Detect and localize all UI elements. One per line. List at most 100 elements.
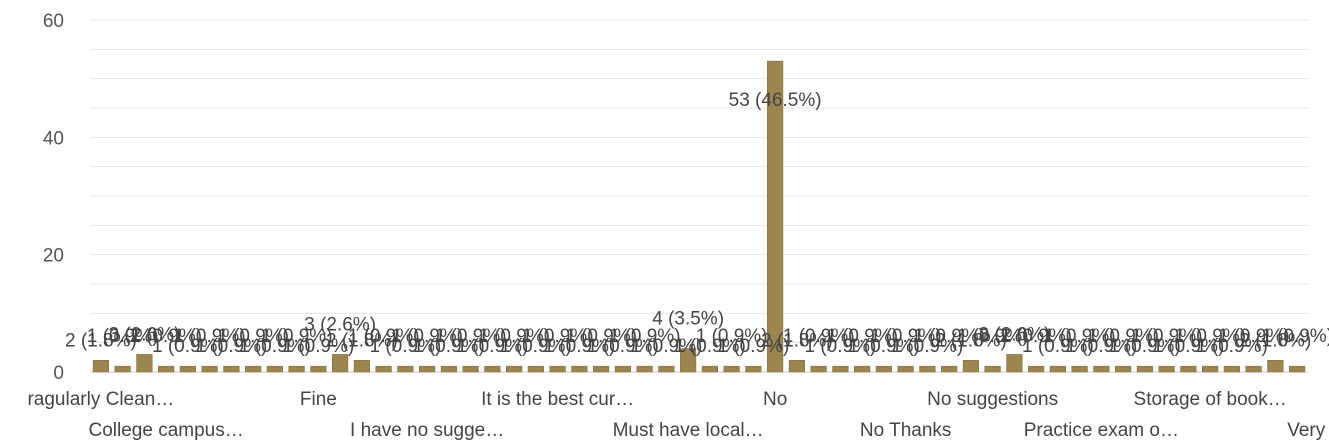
bar bbox=[92, 360, 109, 373]
data-label: 1 (0.9%) bbox=[543, 336, 615, 357]
x-tick-label: No bbox=[763, 389, 787, 410]
data-label: 1 (0.9%) bbox=[522, 326, 594, 347]
bar bbox=[636, 365, 653, 373]
data-label: 1 (0.9%) bbox=[1218, 326, 1290, 347]
x-tick-label: ragularly Clean… bbox=[27, 389, 174, 410]
bar bbox=[701, 365, 718, 373]
bar bbox=[440, 365, 457, 373]
data-label: 1 (0.9%) bbox=[239, 336, 311, 357]
data-label: 1 (0.9%) bbox=[826, 326, 898, 347]
x-tick-label: No Thanks bbox=[860, 420, 952, 441]
data-label: 1 (0.9%) bbox=[587, 336, 659, 357]
x-tick-label: I have no sugge… bbox=[350, 420, 504, 441]
bar bbox=[266, 365, 283, 373]
data-label: 1 (0.9%) bbox=[195, 336, 267, 357]
data-label: 1 (0.9%) bbox=[500, 336, 572, 357]
data-label: 1 (0.9%) bbox=[348, 326, 420, 347]
x-axis-labels: ragularly Clean… College campus… Fine I hav… bbox=[27, 389, 1329, 441]
bar bbox=[854, 365, 871, 373]
data-label: 1 (0.9%) bbox=[174, 326, 246, 347]
bar bbox=[462, 365, 479, 373]
data-label: 1 (0.9%) bbox=[1261, 326, 1329, 347]
data-label: 1 (0.9%) bbox=[891, 336, 963, 357]
bar bbox=[1289, 365, 1306, 373]
data-label: 1 (0.9%) bbox=[1109, 336, 1181, 357]
bar bbox=[223, 365, 240, 373]
data-label: 1 (0.9%) bbox=[674, 336, 746, 357]
bar bbox=[810, 365, 827, 373]
data-label: 1 (0.9%) bbox=[913, 326, 985, 347]
x-tick-label: Storage of book… bbox=[1134, 389, 1287, 410]
data-label: 1 (0.9%) bbox=[1087, 326, 1159, 347]
bar bbox=[114, 365, 131, 373]
bar bbox=[941, 365, 958, 373]
data-label: 1 (0.9%) bbox=[1022, 336, 1094, 357]
bar bbox=[1049, 365, 1066, 373]
data-label: 3 (2.6%) bbox=[108, 324, 180, 345]
bar bbox=[506, 365, 523, 373]
bar bbox=[723, 365, 740, 373]
data-label: 3 (2.6%) bbox=[304, 314, 376, 335]
x-tick-label: Fine bbox=[300, 389, 337, 410]
data-label: 1 (0.9%) bbox=[1152, 336, 1224, 357]
bar bbox=[767, 60, 784, 373]
data-label: 2 (1.8%) bbox=[761, 330, 833, 351]
x-tick-label: College campus… bbox=[89, 420, 244, 441]
bar bbox=[353, 360, 370, 373]
bar bbox=[897, 365, 914, 373]
data-label: 1 (0.9%) bbox=[717, 336, 789, 357]
bar bbox=[1267, 360, 1284, 373]
data-label: 1 (0.9%) bbox=[435, 326, 507, 347]
bar bbox=[593, 365, 610, 373]
bar bbox=[245, 365, 262, 373]
data-label: 1 (0.9%) bbox=[1000, 326, 1072, 347]
data-label: 3 (2.6%) bbox=[978, 324, 1050, 345]
data-label: 1 (0.9%) bbox=[217, 326, 289, 347]
x-tick-label: Must have local… bbox=[613, 420, 764, 441]
bar bbox=[484, 365, 501, 373]
x-tick-label: It is the best cur… bbox=[481, 389, 634, 410]
bar bbox=[1028, 365, 1045, 373]
data-label: 1 (0.9%) bbox=[1044, 326, 1116, 347]
y-tick-label: 20 bbox=[43, 246, 64, 267]
x-tick-label: Practice exam o… bbox=[1024, 420, 1179, 441]
bar bbox=[1071, 365, 1088, 373]
y-tick-label: 40 bbox=[43, 128, 64, 149]
data-label: 1 (0.9%) bbox=[391, 326, 463, 347]
bar bbox=[788, 360, 805, 373]
bar bbox=[919, 365, 936, 373]
y-tick-label: 0 bbox=[53, 363, 64, 384]
data-labels: 2 (1.8%)1 (0.9%)3 (2.6%)1 (0.9%)1 (0.9%)… bbox=[65, 90, 1329, 357]
bar bbox=[875, 365, 892, 373]
bar bbox=[658, 365, 675, 373]
bar bbox=[571, 365, 588, 373]
bar bbox=[527, 365, 544, 373]
data-label: 1 (0.9%) bbox=[369, 336, 441, 357]
bar bbox=[179, 365, 196, 373]
bar bbox=[1245, 365, 1262, 373]
bar bbox=[1136, 365, 1153, 373]
bar bbox=[1180, 365, 1197, 373]
data-label: 1 (0.9%) bbox=[696, 326, 768, 347]
bar bbox=[1158, 365, 1175, 373]
bar bbox=[1223, 365, 1240, 373]
data-label: 53 (46.5%) bbox=[729, 90, 822, 111]
bar bbox=[419, 365, 436, 373]
bar bbox=[832, 365, 849, 373]
data-label: 1 (0.9%) bbox=[1174, 326, 1246, 347]
x-tick-label: Very gc bbox=[1287, 420, 1329, 441]
data-label: 1 (0.9%) bbox=[1196, 336, 1268, 357]
data-label: 1 (0.9%) bbox=[783, 326, 855, 347]
data-label: 1 (0.9%) bbox=[1131, 326, 1203, 347]
x-tick-label: No suggestions bbox=[927, 389, 1058, 410]
bar bbox=[310, 365, 327, 373]
bar bbox=[984, 365, 1001, 373]
data-label: 4 (3.5%) bbox=[652, 309, 724, 330]
bar bbox=[962, 360, 979, 373]
y-tick-label: 60 bbox=[43, 11, 64, 32]
bar bbox=[614, 365, 631, 373]
data-label: 1 (0.9%) bbox=[282, 336, 354, 357]
data-label: 1 (0.9%) bbox=[130, 326, 202, 347]
